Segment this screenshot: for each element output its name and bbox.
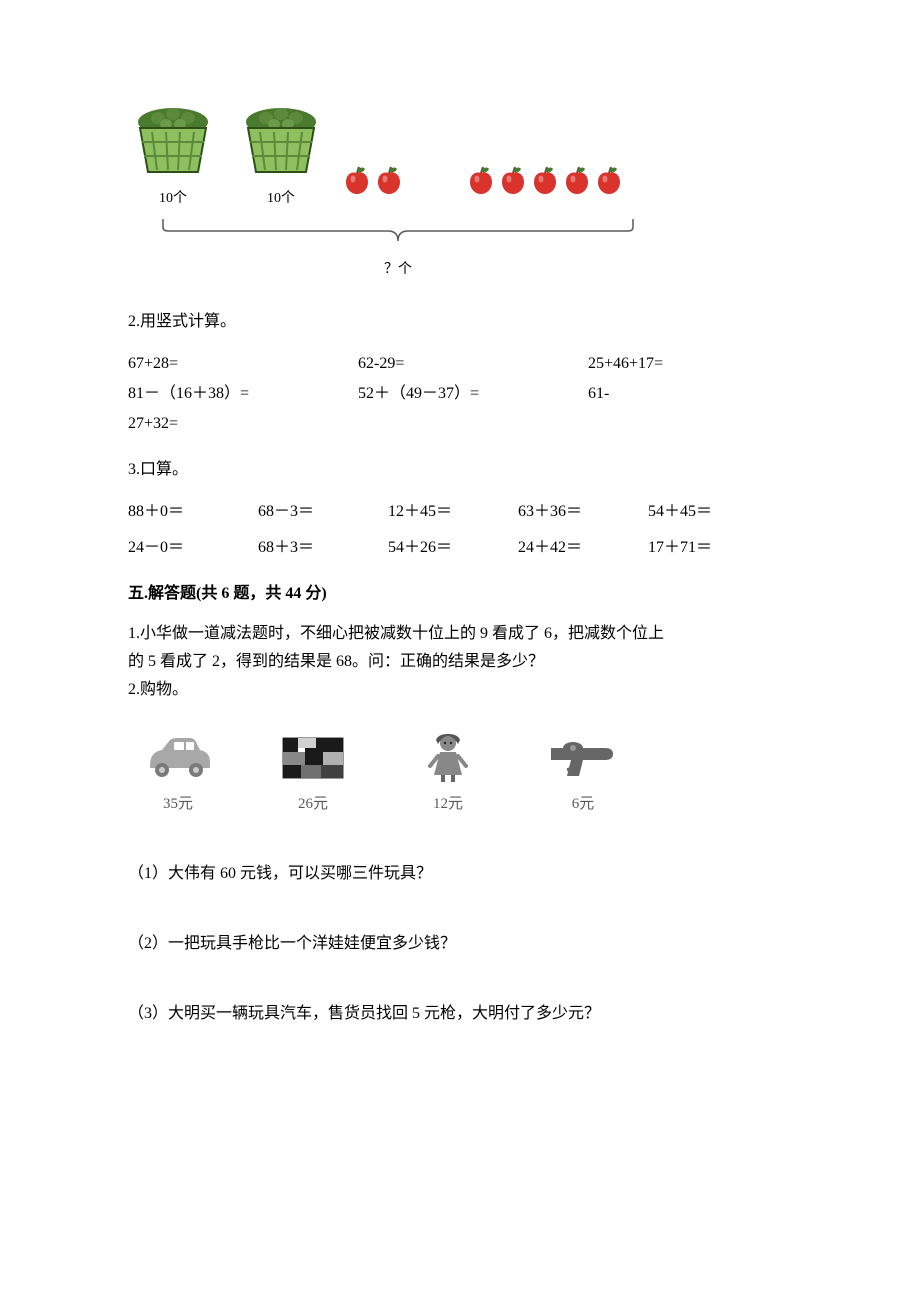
price-label: 26元: [298, 793, 328, 816]
apple-icon: [596, 165, 622, 195]
basket-2-label: 10个: [267, 188, 295, 209]
product-car: 35元: [138, 730, 218, 816]
s5-sub-q2: （2）一把玩具手枪比一个洋娃娃便宜多少钱？: [128, 932, 792, 956]
equation: 68＋3＝: [258, 536, 388, 560]
s5-q2-title: 2.购物。: [128, 678, 792, 702]
q3-row1: 88＋0＝ 68－3＝ 12＋45＝ 63＋36＝ 54＋45＝: [128, 500, 792, 524]
apple-icon: [376, 165, 402, 195]
basket-group-1: 10个: [128, 100, 218, 209]
q3-row2: 24－0＝ 68＋3＝ 54＋26＝ 24＋42＝ 17＋71＝: [128, 536, 792, 560]
question-count-label: ？个: [158, 259, 638, 280]
doll-icon: [408, 730, 488, 785]
blocks-icon: [273, 730, 353, 785]
equation: 12＋45＝: [388, 500, 518, 524]
price-label: 12元: [433, 793, 463, 816]
equation: 67+28=: [128, 352, 358, 376]
baskets-and-apples-row: 10个 10个: [128, 100, 792, 209]
apples-group-1: [344, 165, 402, 195]
equation: 63＋36＝: [518, 500, 648, 524]
q2-row2-cont: 27+32=: [128, 412, 792, 436]
apple-icon: [344, 165, 370, 195]
worksheet-page: 10个 10个: [0, 0, 920, 1092]
basket-1-label: 10个: [159, 188, 187, 209]
price-label: 35元: [163, 793, 193, 816]
equation: 25+46+17=: [588, 352, 792, 376]
s5-sub-q1: （1）大伟有 60 元钱，可以买哪三件玩具？: [128, 862, 792, 886]
apples-group-2: [468, 165, 622, 195]
equation: 81－（16＋38）=: [128, 382, 358, 406]
basket-group-2: 10个: [236, 100, 326, 209]
price-label: 6元: [572, 793, 595, 816]
basket-icon: [236, 100, 326, 180]
diagram-counting-apples: 10个 10个: [128, 100, 792, 280]
product-blocks: 26元: [273, 730, 353, 816]
equation: 17＋71＝: [648, 536, 792, 560]
equation: 54＋45＝: [648, 500, 792, 524]
products-row: 35元 26元: [138, 730, 792, 816]
equation: 52＋（49－37）=: [358, 382, 588, 406]
section-5-header: 五.解答题(共 6 题，共 44 分): [128, 582, 792, 606]
equation: 24－0＝: [128, 536, 258, 560]
equation: 62-29=: [358, 352, 588, 376]
curly-bracket-icon: [158, 217, 638, 247]
equation: 24＋42＝: [518, 536, 648, 560]
basket-icon: [128, 100, 218, 180]
q2-row2: 81－（16＋38）= 52＋（49－37）= 61-: [128, 382, 792, 406]
q2-title: 2.用竖式计算。: [128, 310, 792, 334]
s5-q1-line2: 的 5 看成了 2，得到的结果是 68。问：正确的结果是多少？: [128, 650, 792, 674]
toy-gun-icon: [543, 730, 623, 785]
product-doll: 12元: [408, 730, 488, 816]
q3-title: 3.口算。: [128, 458, 792, 482]
product-gun: 6元: [543, 730, 623, 816]
car-icon: [138, 730, 218, 785]
equation: 68－3＝: [258, 500, 388, 524]
q2-row1: 67+28= 62-29= 25+46+17=: [128, 352, 792, 376]
equation: 88＋0＝: [128, 500, 258, 524]
bracket-row: [158, 217, 638, 255]
s5-q1-line1: 1.小华做一道减法题时，不细心把被减数十位上的 9 看成了 6，把减数个位上: [128, 622, 792, 646]
equation: 54＋26＝: [388, 536, 518, 560]
apple-icon: [532, 165, 558, 195]
apple-icon: [500, 165, 526, 195]
s5-sub-q3: （3）大明买一辆玩具汽车，售货员找回 5 元枪，大明付了多少元？: [128, 1002, 792, 1026]
apple-icon: [468, 165, 494, 195]
equation: 61-: [588, 382, 792, 406]
apple-icon: [564, 165, 590, 195]
